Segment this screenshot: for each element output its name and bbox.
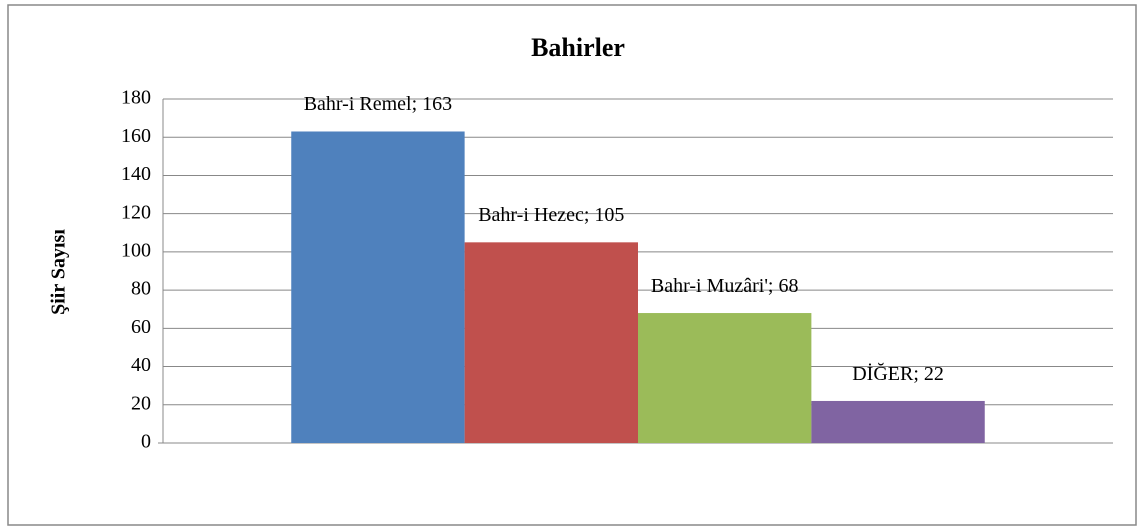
y-tick-label: 160: [121, 125, 151, 147]
y-axis-label: Şiir Sayısı: [48, 229, 70, 315]
data-label: Bahr-i Remel; 163: [303, 93, 453, 116]
y-tick-label: 20: [131, 392, 151, 414]
y-tick-label: 140: [121, 163, 151, 185]
bar: [464, 242, 638, 443]
y-tick-label: 0: [141, 431, 151, 453]
bar: [638, 313, 812, 443]
y-tick-label: 100: [121, 239, 151, 261]
y-tick-label: 60: [131, 316, 151, 338]
bar: [811, 400, 985, 443]
data-label: Bahr-i Hezec; 105: [478, 204, 625, 227]
data-label: DİĞER; 22: [852, 362, 944, 385]
data-label: Bahr-i Muzâri'; 68: [650, 275, 799, 298]
y-tick-label: 40: [131, 354, 151, 376]
y-tick-label: 180: [121, 87, 151, 109]
bar: [291, 131, 465, 443]
chart-title: Bahirler: [531, 33, 625, 62]
y-tick-label: 80: [131, 278, 151, 300]
y-tick-label: 120: [121, 201, 151, 223]
